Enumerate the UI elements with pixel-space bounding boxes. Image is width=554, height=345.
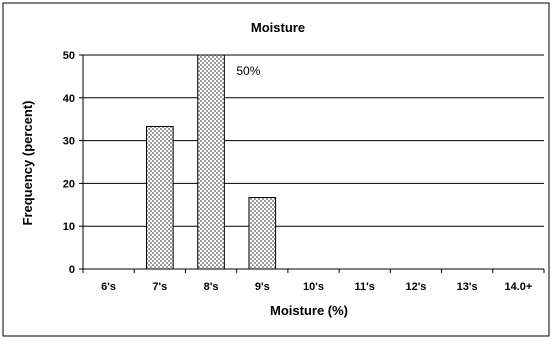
x-tick-label: 9's [255, 281, 270, 293]
x-tick-label: 7's [152, 281, 167, 293]
x-axis-label: Moisture (%) [270, 303, 348, 318]
bars [146, 54, 277, 270]
chart-frame [2, 2, 550, 337]
x-tick-label: 14.0+ [504, 281, 532, 293]
y-tick-labels: 0 10 20 30 40 50 [63, 50, 75, 276]
y-tick-label: 20 [63, 178, 75, 190]
y-tick-label: 30 [63, 136, 75, 148]
x-tick-label: 6's [101, 281, 116, 293]
x-tick-label: 10's [303, 281, 324, 293]
bar [197, 54, 225, 270]
x-tick-label: 11's [355, 281, 375, 293]
x-tick-label: 8's [204, 281, 219, 293]
y-tick-label: 10 [63, 221, 75, 233]
x-tick-labels: 6's 7's 8's 9's 10's 11's 12's 13's 14.0+ [101, 281, 532, 293]
y-axis-label: Frequency (percent) [20, 101, 35, 226]
bar [146, 125, 174, 270]
axes [79, 54, 545, 273]
y-tick-label: 0 [69, 264, 75, 276]
data-label: 50% [236, 64, 260, 78]
x-tick-label: 13's [457, 281, 478, 293]
y-tick-label: 50 [63, 50, 75, 62]
bar [248, 197, 277, 270]
x-tick-label: 12's [405, 281, 426, 293]
chart-title: Moisture [251, 20, 305, 35]
y-tick-label: 40 [63, 93, 75, 105]
annotations: 50% [236, 64, 260, 78]
